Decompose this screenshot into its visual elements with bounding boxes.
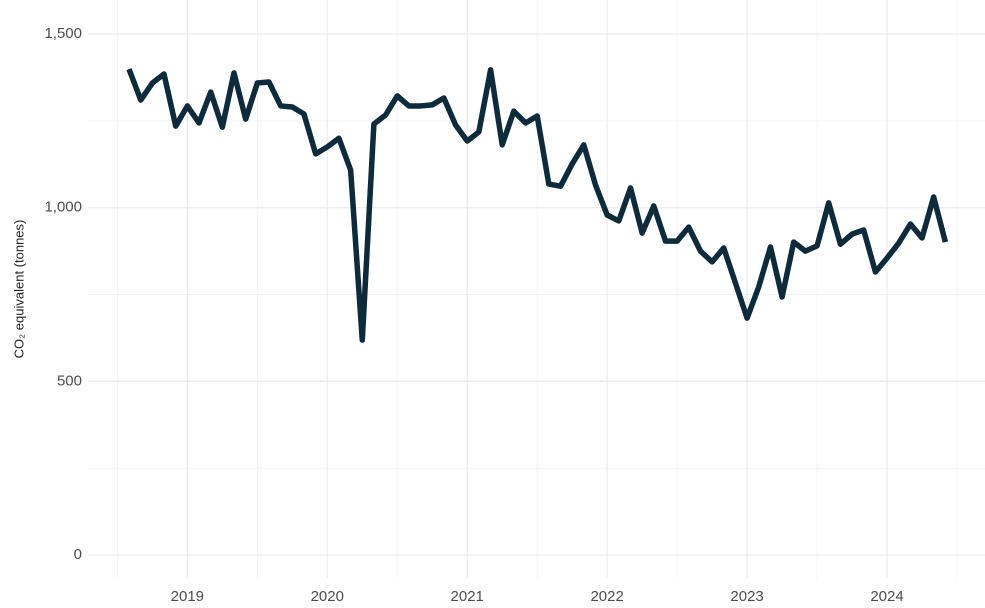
y-tick-label: 1,000 [44, 199, 82, 216]
x-tick-label: 2020 [311, 588, 344, 605]
x-tick-label: 2021 [451, 588, 484, 605]
y-tick-label: 1,500 [44, 25, 82, 42]
data-line [126, 67, 949, 343]
grid [88, 0, 985, 578]
x-tick-label: 2023 [730, 588, 763, 605]
y-axis-title: CO₂ equivalent (tonnes) [11, 220, 26, 359]
y-tick-label: 0 [74, 546, 82, 563]
x-tick-label: 2019 [171, 588, 204, 605]
x-tick-label: 2022 [590, 588, 623, 605]
y-tick-label: 500 [57, 372, 82, 389]
x-tick-label: 2024 [870, 588, 903, 605]
